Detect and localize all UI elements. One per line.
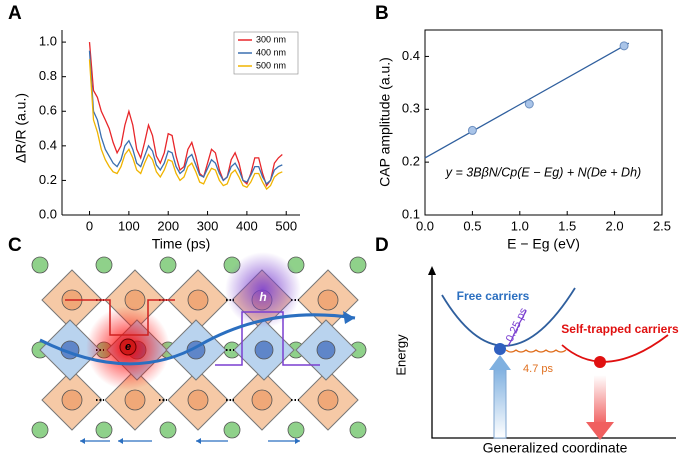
x-axis-label: Generalized coordinate bbox=[483, 440, 628, 456]
atom bbox=[317, 389, 339, 411]
atom bbox=[254, 340, 274, 360]
free-band bbox=[441, 287, 576, 347]
excite-head bbox=[489, 355, 511, 370]
strain-arrow-head bbox=[80, 438, 85, 444]
y-tick-label: 0.4 bbox=[402, 48, 420, 63]
emit-head bbox=[586, 422, 614, 440]
relax-wiggle bbox=[507, 309, 527, 347]
data-line bbox=[88, 59, 283, 191]
y-tick-label: 0.2 bbox=[39, 172, 57, 187]
x-tick-label: 1.0 bbox=[511, 218, 529, 233]
free-carrier bbox=[494, 343, 506, 355]
data-point bbox=[524, 99, 534, 109]
panel-label: C bbox=[8, 235, 22, 256]
x-tick-label: 0.0 bbox=[416, 218, 434, 233]
legend-label: 400 nm bbox=[256, 47, 286, 57]
hole-label: h bbox=[259, 290, 266, 304]
atom bbox=[95, 421, 113, 439]
x-tick-label: 200 bbox=[157, 218, 179, 233]
y-arrow bbox=[428, 266, 436, 275]
panel-label: D bbox=[375, 235, 389, 256]
strain-arrow-head bbox=[118, 438, 123, 444]
wave bbox=[39, 313, 356, 366]
electron-well bbox=[65, 299, 175, 336]
x-axis-label: E − Eg (eV) bbox=[507, 236, 580, 252]
y-axis-label: ΔR/R (a.u.) bbox=[13, 93, 29, 163]
x-tick-label: 500 bbox=[275, 218, 297, 233]
excite-arrow bbox=[493, 367, 507, 439]
atom bbox=[251, 389, 273, 411]
atom bbox=[95, 256, 113, 274]
atom bbox=[317, 289, 339, 311]
x-tick-label: 100 bbox=[118, 218, 140, 233]
data-point bbox=[467, 125, 477, 135]
trapped-band bbox=[561, 334, 669, 363]
x-tick-label: 400 bbox=[236, 218, 258, 233]
y-tick-label: 0.2 bbox=[402, 154, 420, 169]
plot-frame bbox=[424, 29, 663, 216]
x-tick-label: 0.5 bbox=[463, 218, 481, 233]
fast-time: 0.25 ps bbox=[504, 306, 530, 344]
data-line bbox=[88, 50, 283, 185]
y-axis-label: Energy bbox=[393, 334, 408, 376]
y-tick-label: 1.0 bbox=[39, 34, 57, 49]
y-tick-label: 0.3 bbox=[402, 101, 420, 116]
y-tick-label: 0.8 bbox=[39, 68, 57, 83]
y-tick-label: 0.0 bbox=[39, 206, 57, 221]
strain-arrow-head bbox=[196, 438, 201, 444]
wave-head bbox=[343, 311, 355, 324]
atom bbox=[159, 256, 177, 274]
panel-label: B bbox=[375, 3, 389, 24]
strain-arrow-head bbox=[295, 438, 300, 444]
trapped-carrier bbox=[594, 356, 606, 368]
legend-label: 500 nm bbox=[256, 60, 286, 70]
free-label: Free carriers bbox=[457, 289, 530, 303]
electron bbox=[119, 338, 137, 356]
atom bbox=[187, 289, 209, 311]
x-tick-label: 1.5 bbox=[558, 218, 576, 233]
y-axis-label: CAP amplitude (a.u.) bbox=[377, 57, 393, 187]
atom bbox=[316, 340, 336, 360]
electron-label: e bbox=[125, 341, 131, 353]
atom bbox=[349, 421, 367, 439]
data-point bbox=[619, 41, 629, 51]
atom bbox=[31, 421, 49, 439]
atom bbox=[287, 421, 305, 439]
panel-label: A bbox=[8, 3, 22, 24]
x-tick-label: 2.5 bbox=[653, 218, 671, 233]
hole-well bbox=[215, 311, 320, 366]
trap-wiggle bbox=[505, 349, 567, 353]
atom bbox=[187, 389, 209, 411]
legend-label: 300 nm bbox=[256, 34, 286, 44]
axes bbox=[431, 272, 676, 439]
x-tick-label: 300 bbox=[197, 218, 219, 233]
x-tick-label: 0 bbox=[86, 218, 93, 233]
slow-time: 4.7 ps bbox=[523, 363, 553, 375]
y-tick-label: 0.1 bbox=[402, 206, 420, 221]
x-axis-label: Time (ps) bbox=[152, 236, 211, 252]
y-tick-label: 0.4 bbox=[39, 137, 57, 152]
annotation: y = 3BβN/Cp(E − Eg) + N(De + Dh) bbox=[445, 165, 641, 179]
hole-cloud bbox=[225, 252, 301, 328]
panel-c: Ce h bbox=[8, 235, 367, 444]
trapped-label: Self-trapped carriers bbox=[561, 322, 679, 336]
atom bbox=[223, 421, 241, 439]
y-tick-label: 0.6 bbox=[39, 103, 57, 118]
x-tick-label: 2.0 bbox=[606, 218, 624, 233]
atom bbox=[61, 389, 83, 411]
atom bbox=[159, 421, 177, 439]
panel-d: D Energy Generalized coordinate Free carrie… bbox=[375, 235, 679, 456]
atom bbox=[349, 256, 367, 274]
atom bbox=[31, 256, 49, 274]
emit-arrow bbox=[594, 375, 606, 425]
atom bbox=[124, 389, 146, 411]
